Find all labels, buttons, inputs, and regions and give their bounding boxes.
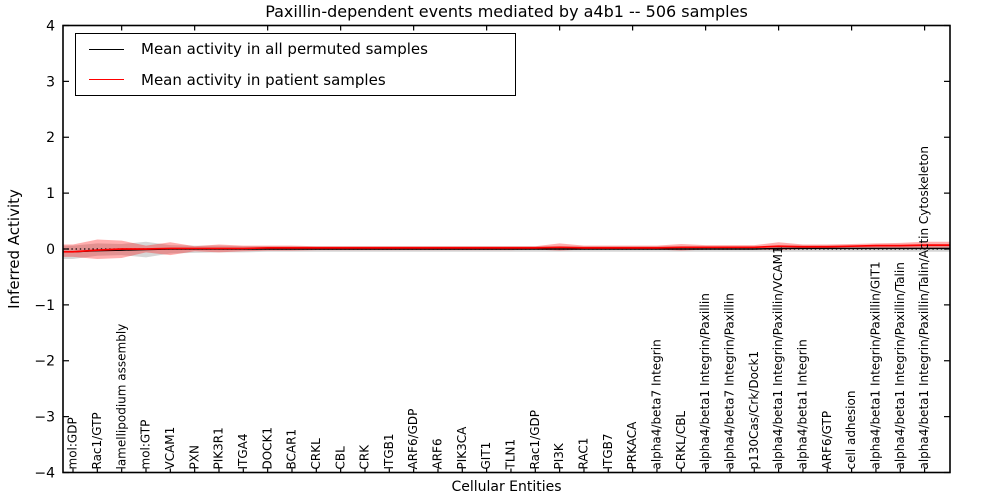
svg-text:TLN1: TLN1 [504,439,518,471]
svg-text:−1: −1 [34,298,55,314]
patient-line-swatch-icon [89,79,124,81]
svg-text:mol:GDP: mol:GDP [66,417,80,469]
svg-text:2: 2 [46,130,55,146]
svg-text:alpha4/beta7 Integrin/Paxillin: alpha4/beta7 Integrin/Paxillin [723,293,737,469]
svg-text:alpha4/beta7 Integrin: alpha4/beta7 Integrin [650,339,664,469]
permuted-line-swatch-icon [89,48,124,50]
svg-text:lamellipodium assembly: lamellipodium assembly [114,324,128,470]
svg-text:p130Cas/Crk/Dock1: p130Cas/Crk/Dock1 [747,351,761,470]
svg-text:alpha4/beta1 Integrin/Paxillin: alpha4/beta1 Integrin/Paxillin/Talin/Act… [917,146,931,469]
svg-text:mol:GTP: mol:GTP [139,420,153,470]
svg-text:alpha4/beta1 Integrin/Paxillin: alpha4/beta1 Integrin/Paxillin/GIT1 [869,261,883,469]
svg-text:ARF6: ARF6 [431,438,445,469]
svg-text:DOCK1: DOCK1 [260,427,274,470]
svg-text:4: 4 [46,18,55,34]
legend-entry-permuted: Mean activity in all permuted samples [76,35,515,63]
svg-text:PI3K: PI3K [552,442,566,469]
svg-text:PIK3R1: PIK3R1 [212,427,226,469]
svg-text:CRKL/CBL: CRKL/CBL [674,411,688,470]
legend: Mean activity in all permuted samples Me… [75,33,516,96]
legend-label-permuted: Mean activity in all permuted samples [141,40,428,59]
x-axis-label: Cellular Entities [451,479,562,495]
svg-text:0: 0 [46,242,55,258]
svg-text:Rac1/GDP: Rac1/GDP [528,410,542,469]
svg-text:PIK3CA: PIK3CA [455,426,469,470]
svg-text:alpha4/beta1 Integrin/Paxillin: alpha4/beta1 Integrin/Paxillin [698,293,712,469]
x-tick-labels: mol:GDP Rac1/GTP lamellipodium assembly mol… [66,146,932,470]
svg-text:VCAM1: VCAM1 [163,427,177,470]
svg-text:BCAR1: BCAR1 [285,429,299,470]
permuted-band [63,241,950,260]
top-ticks [121,25,926,31]
svg-text:ITGA4: ITGA4 [236,433,250,469]
svg-text:ARF6/GDP: ARF6/GDP [406,409,420,470]
svg-text:1: 1 [46,186,55,202]
svg-text:alpha4/beta1 Integrin/Paxillin: alpha4/beta1 Integrin/Paxillin/Talin [893,262,907,469]
svg-text:−3: −3 [34,410,55,426]
y-ticks: −4 −3 −2 −1 0 1 2 3 4 [34,18,950,481]
svg-text:CRK: CRK [358,444,372,470]
svg-text:−2: −2 [34,354,55,370]
svg-text:3: 3 [46,74,55,90]
svg-text:ITGB7: ITGB7 [601,433,615,469]
svg-text:Rac1/GTP: Rac1/GTP [90,412,104,469]
svg-text:alpha4/beta1 Integrin: alpha4/beta1 Integrin [796,339,810,469]
svg-text:cell adhesion: cell adhesion [844,391,858,470]
svg-text:alpha4/beta1 Integrin/Paxillin: alpha4/beta1 Integrin/Paxillin/VCAM1 [771,246,785,469]
chart-title: Paxillin-dependent events mediated by a4… [265,2,748,21]
svg-text:RAC1: RAC1 [577,438,591,470]
svg-text:CBL: CBL [333,446,347,470]
patient-mean-line [63,244,950,253]
svg-text:ARF6/GTP: ARF6/GTP [820,411,834,470]
x-ticks [72,468,926,473]
legend-entry-patient: Mean activity in patient samples [76,66,515,94]
svg-text:ITGB1: ITGB1 [382,433,396,469]
svg-text:CRKL: CRKL [309,438,323,470]
svg-text:GIT1: GIT1 [479,442,493,470]
legend-label-patient: Mean activity in patient samples [141,70,386,89]
svg-text:PXN: PXN [187,445,201,469]
svg-text:PRKACA: PRKACA [625,421,639,470]
svg-text:−4: −4 [34,465,55,481]
